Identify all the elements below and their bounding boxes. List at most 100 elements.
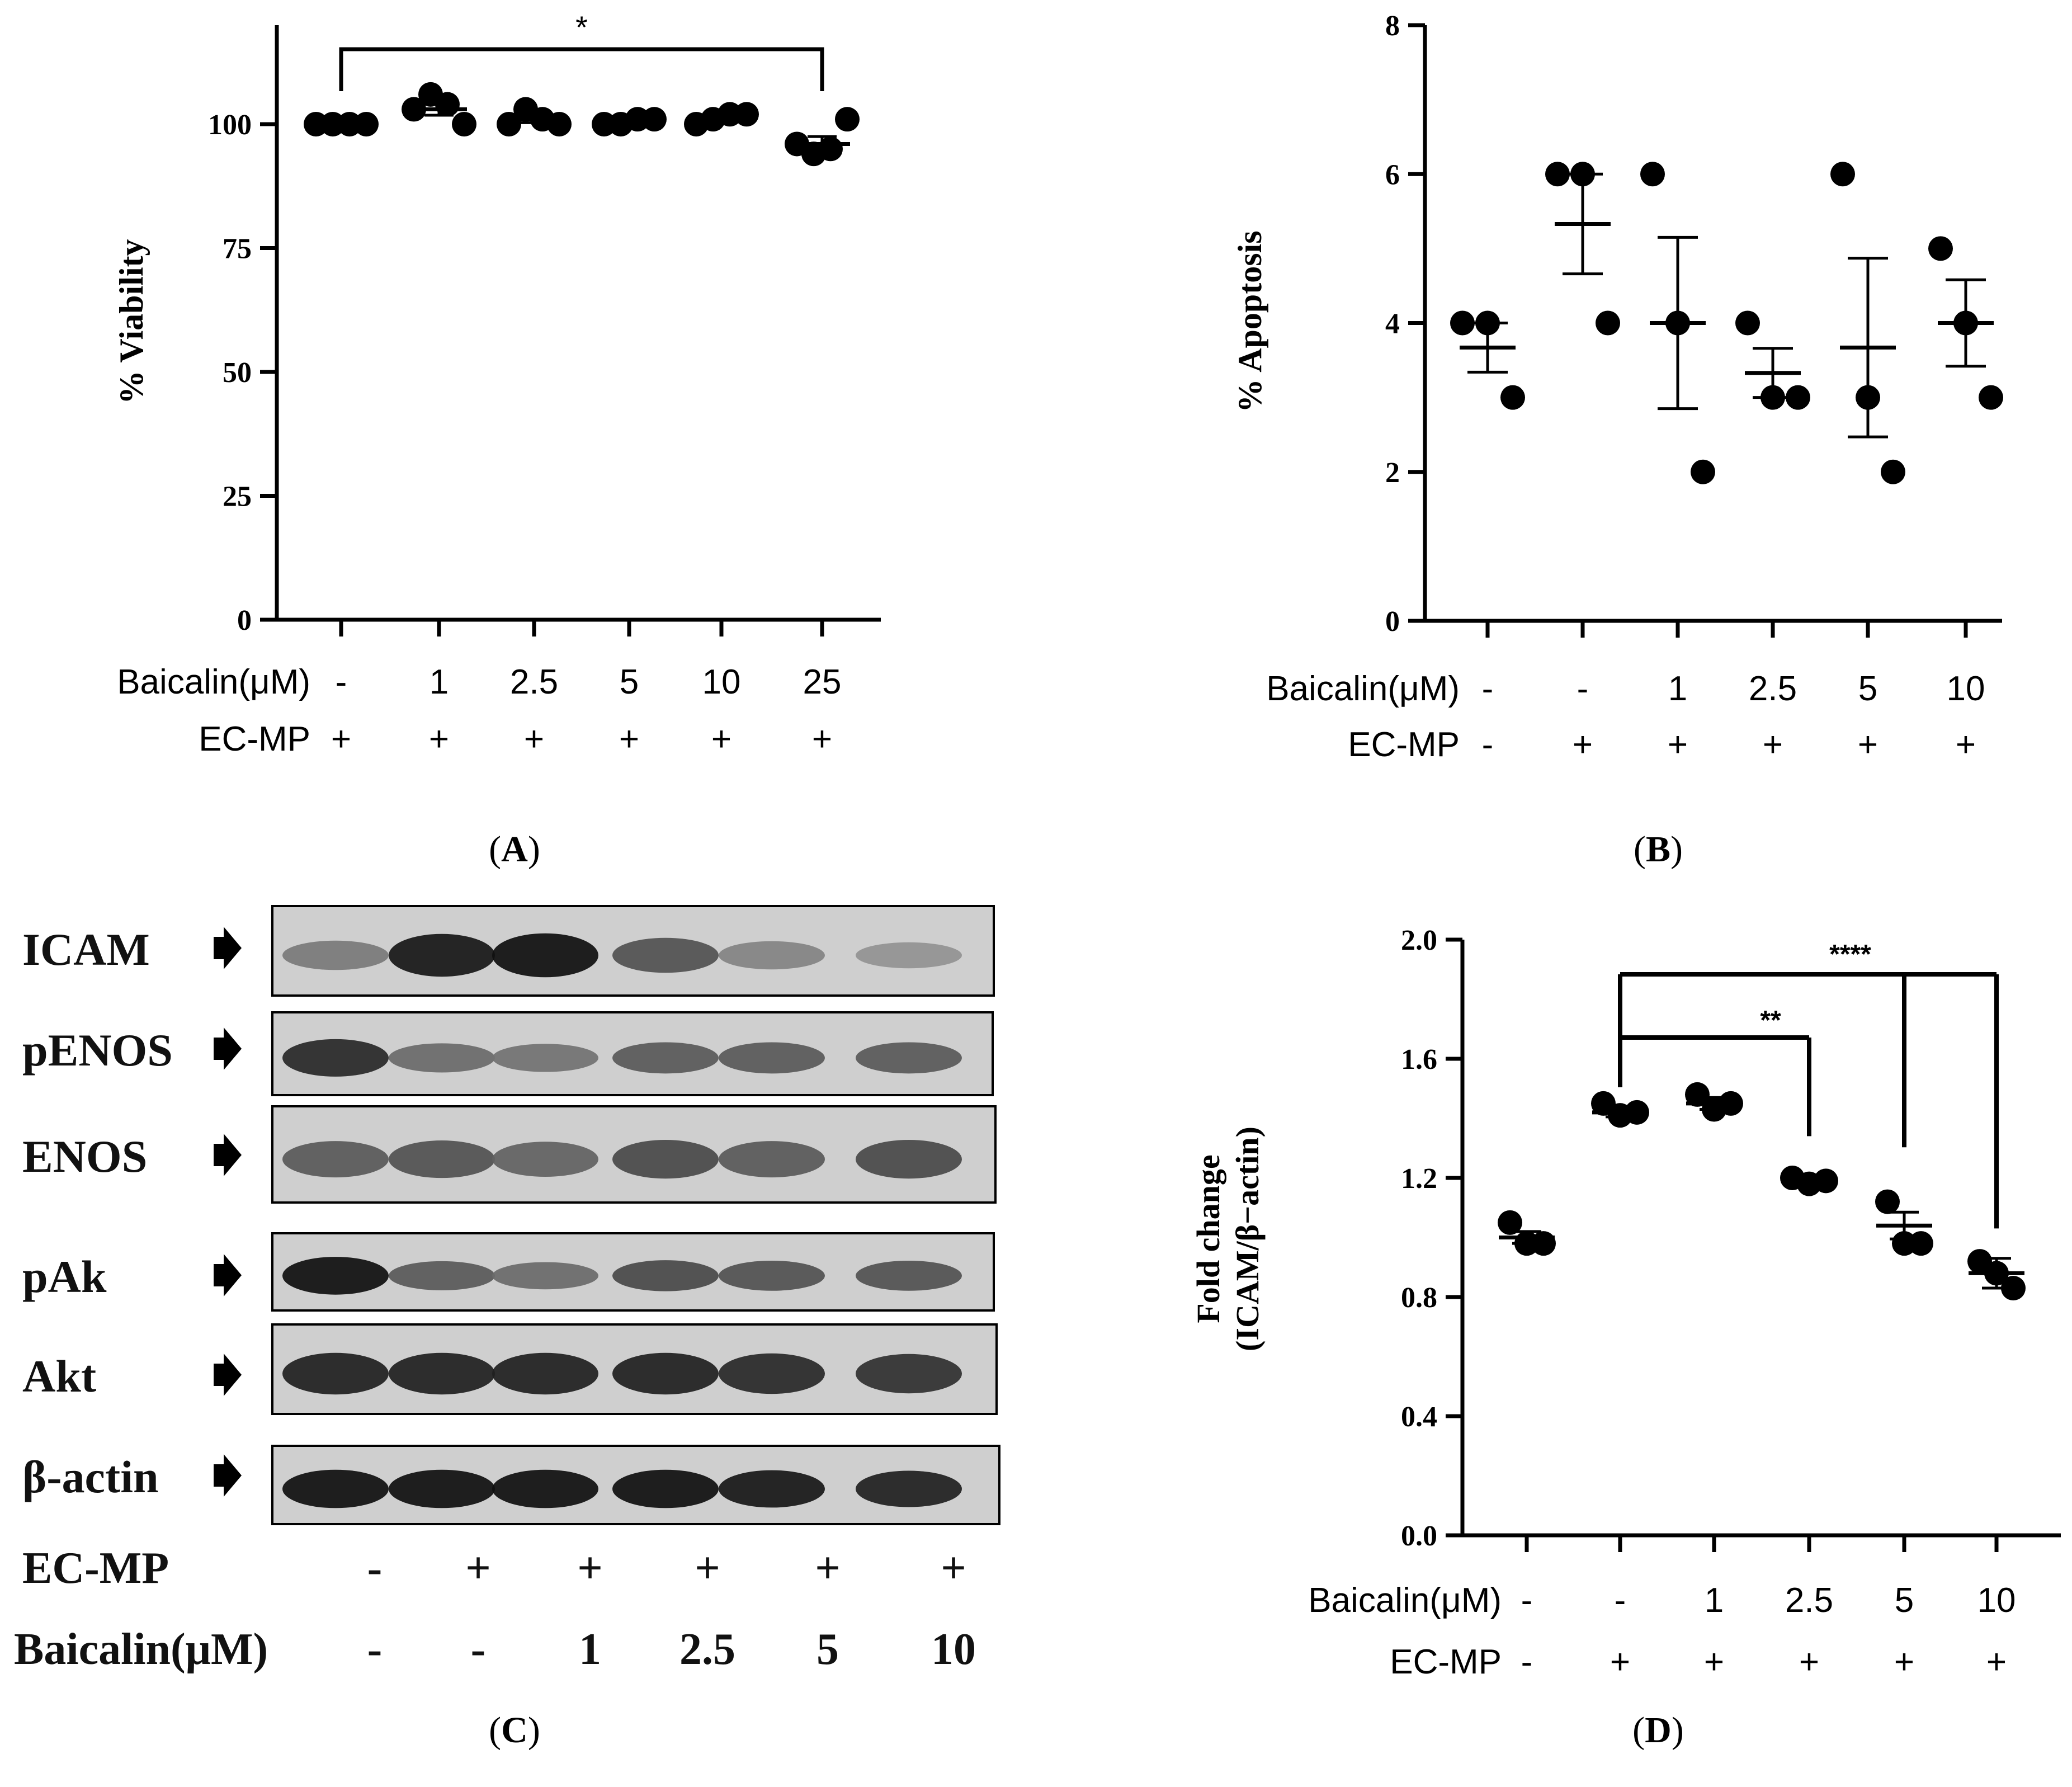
row-value: - — [1482, 725, 1494, 764]
data-point — [734, 102, 759, 127]
blot-row-label: pENOS — [22, 1025, 173, 1076]
row-value: + — [1894, 1643, 1914, 1681]
row-value: 5 — [1895, 1581, 1914, 1620]
row-value: + — [812, 720, 832, 758]
blot-row: Akt — [22, 1323, 998, 1415]
row-value: 1 — [429, 663, 449, 701]
arrow-icon — [214, 1354, 242, 1396]
blot-band — [492, 933, 598, 978]
y-tick-label: 100 — [208, 109, 252, 141]
row-label: Baicalin(μM) — [1266, 669, 1460, 708]
data-point — [1881, 459, 1905, 484]
blot-condition-value: - — [367, 1625, 383, 1674]
blot-condition-value: + — [815, 1544, 841, 1593]
data-point — [1928, 236, 1953, 261]
blot-row-label: pAk — [22, 1251, 107, 1302]
data-point — [1691, 459, 1715, 484]
row-value: + — [1956, 725, 1976, 764]
y-tick-label: 2.0 — [1401, 925, 1437, 956]
blot-condition-value: + — [695, 1544, 720, 1593]
row-value: + — [1799, 1643, 1819, 1681]
blot-band — [282, 1257, 389, 1295]
row-value: + — [429, 720, 449, 758]
blot-band — [719, 941, 825, 970]
blot-band — [612, 937, 719, 973]
panel-c-western-blot: ICAM pENOS ENOS pAk Akt β-actin EC-MP - + + + + + Bai… — [14, 905, 1000, 1674]
row-value: + — [1704, 1643, 1724, 1681]
y-tick-label: 50 — [223, 357, 252, 389]
blot-band — [389, 933, 495, 977]
row-value: 1 — [1705, 1581, 1724, 1620]
y-axis-label: % Viability — [113, 239, 150, 404]
data-point — [1500, 385, 1525, 410]
y-axis-label: % Apoptosis — [1231, 230, 1268, 412]
blot-row-label: Akt — [22, 1351, 96, 1402]
row-value: + — [1668, 725, 1688, 764]
blot-band — [612, 1469, 719, 1508]
blot-condition-value: 10 — [931, 1625, 976, 1674]
significance-marker: * — [575, 10, 588, 45]
data-point — [452, 112, 476, 136]
blot-band — [719, 1353, 825, 1394]
y-tick-label: 4 — [1385, 308, 1400, 340]
row-value: 2.5 — [1749, 669, 1797, 708]
row-value: + — [331, 720, 351, 758]
y-axis-label-line2: (ICAM/β−actin) — [1229, 1126, 1266, 1351]
row-label: Baicalin(μM) — [1308, 1581, 1502, 1620]
row-value: + — [1986, 1643, 2007, 1681]
arrow-icon — [214, 1454, 242, 1497]
blot-band — [612, 1352, 719, 1395]
panel-d-fold-change-chart: 0.0 0.4 0.8 1.2 1.6 2.0 Fold change (ICAM/β−act… — [1190, 925, 2061, 1681]
y-tick-label: 0.8 — [1401, 1282, 1437, 1314]
blot-row-label: ENOS — [22, 1131, 147, 1182]
blot-condition-value: - — [367, 1544, 383, 1593]
row-value: + — [1573, 725, 1593, 764]
blot-band — [389, 1352, 495, 1395]
data-point — [1979, 385, 2003, 410]
y-tick-label: 0.4 — [1401, 1401, 1437, 1433]
blot-band — [282, 1039, 389, 1077]
arrow-icon — [214, 1134, 242, 1176]
blot-band — [856, 942, 962, 969]
row-value: 10 — [702, 663, 741, 701]
arrow-icon — [214, 927, 242, 969]
blot-band — [492, 1262, 598, 1290]
blot-band — [719, 1042, 825, 1074]
data-point — [1875, 1189, 1900, 1214]
row-value: 2.5 — [1785, 1581, 1833, 1620]
panel-a-viability-chart: 0 25 50 75 100 % Viability Baicalin(μM) - 1 2.5 5 1… — [113, 10, 881, 758]
blot-band — [856, 1042, 962, 1074]
blot-row: ICAM — [22, 905, 995, 997]
blot-band — [719, 1141, 825, 1178]
row-value: + — [1610, 1643, 1630, 1681]
blot-band — [719, 1260, 825, 1291]
y-tick-label: 0.0 — [1401, 1520, 1437, 1552]
arrow-icon — [214, 1254, 242, 1296]
significance-bracket — [339, 47, 824, 91]
row-label: EC-MP — [1390, 1643, 1502, 1681]
y-tick-label: 75 — [223, 233, 252, 265]
y-tick-label: 0 — [1385, 606, 1400, 638]
blot-band — [492, 1044, 598, 1072]
data-point — [1545, 162, 1570, 187]
blot-condition-value: + — [465, 1544, 491, 1593]
panel-labels: (A) (B) (C) (D) — [489, 829, 1684, 1751]
data-point — [1640, 162, 1665, 187]
panel-label-d: (D) — [1632, 1710, 1684, 1751]
blot-band — [612, 1260, 719, 1291]
blot-condition-value: + — [577, 1544, 603, 1593]
blot-band — [612, 1139, 719, 1179]
significance-marker: **** — [1829, 940, 1871, 969]
data-point — [1786, 385, 1810, 410]
blot-band — [282, 940, 389, 970]
row-value: - — [336, 663, 347, 701]
row-value: 2.5 — [510, 663, 558, 701]
row-value: - — [1521, 1643, 1533, 1681]
blot-row: β-actin — [22, 1445, 1000, 1525]
blot-row-label: ICAM — [22, 924, 150, 975]
data-point — [1596, 310, 1620, 336]
row-value: + — [524, 720, 544, 758]
row-value: - — [1615, 1581, 1626, 1620]
blot-condition-value: 5 — [816, 1625, 839, 1674]
